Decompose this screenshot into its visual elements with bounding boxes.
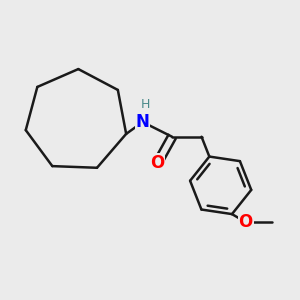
Text: O: O: [150, 154, 164, 172]
Text: N: N: [136, 113, 150, 131]
Text: O: O: [238, 213, 253, 231]
Text: H: H: [141, 98, 150, 111]
